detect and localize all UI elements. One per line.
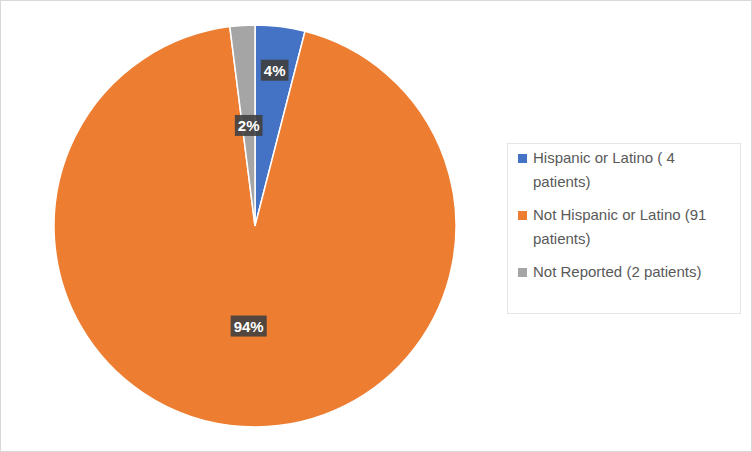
legend-label-line: patients)	[533, 173, 591, 190]
data-label: 2%	[235, 115, 263, 136]
data-label: 94%	[231, 316, 267, 337]
data-label-text: 4%	[264, 62, 286, 79]
chart-frame	[1, 1, 752, 452]
legend-swatch	[518, 154, 527, 163]
data-label-box	[261, 60, 289, 81]
legend-label: Hispanic or Latino ( 4 patients)	[533, 149, 679, 190]
legend-swatch	[518, 268, 527, 277]
legend-swatch	[518, 211, 527, 220]
data-label-box	[231, 316, 267, 337]
legend-item: Hispanic or Latino ( 4 patients)	[518, 149, 679, 190]
data-label-text: 94%	[234, 318, 264, 335]
data-label-box	[235, 115, 263, 136]
legend-label-line: Hispanic or Latino ( 4	[533, 149, 679, 166]
pie	[54, 25, 456, 427]
data-label: 4%	[261, 60, 289, 81]
data-labels: 4% 94% 2%	[231, 60, 289, 337]
legend-item: Not Hispanic or Latino (91 patients)	[518, 206, 711, 247]
legend-label-line: Not Reported (2 patients)	[533, 263, 701, 280]
legend: Hispanic or Latino ( 4 patients)Not Hisp…	[508, 144, 741, 314]
legend-label: Not Reported (2 patients)	[533, 263, 701, 280]
legend-label-line: patients)	[533, 230, 591, 247]
chart: 4%94%2%Hispanic or Latino ( 4 patients)N…	[0, 0, 752, 452]
legend-frame	[508, 144, 741, 314]
legend-label-line: Not Hispanic or Latino (91	[533, 206, 711, 223]
legend-item: Not Reported (2 patients)	[518, 263, 701, 280]
data-label-text: 2%	[238, 117, 260, 134]
legend-label: Not Hispanic or Latino (91 patients)	[533, 206, 711, 247]
